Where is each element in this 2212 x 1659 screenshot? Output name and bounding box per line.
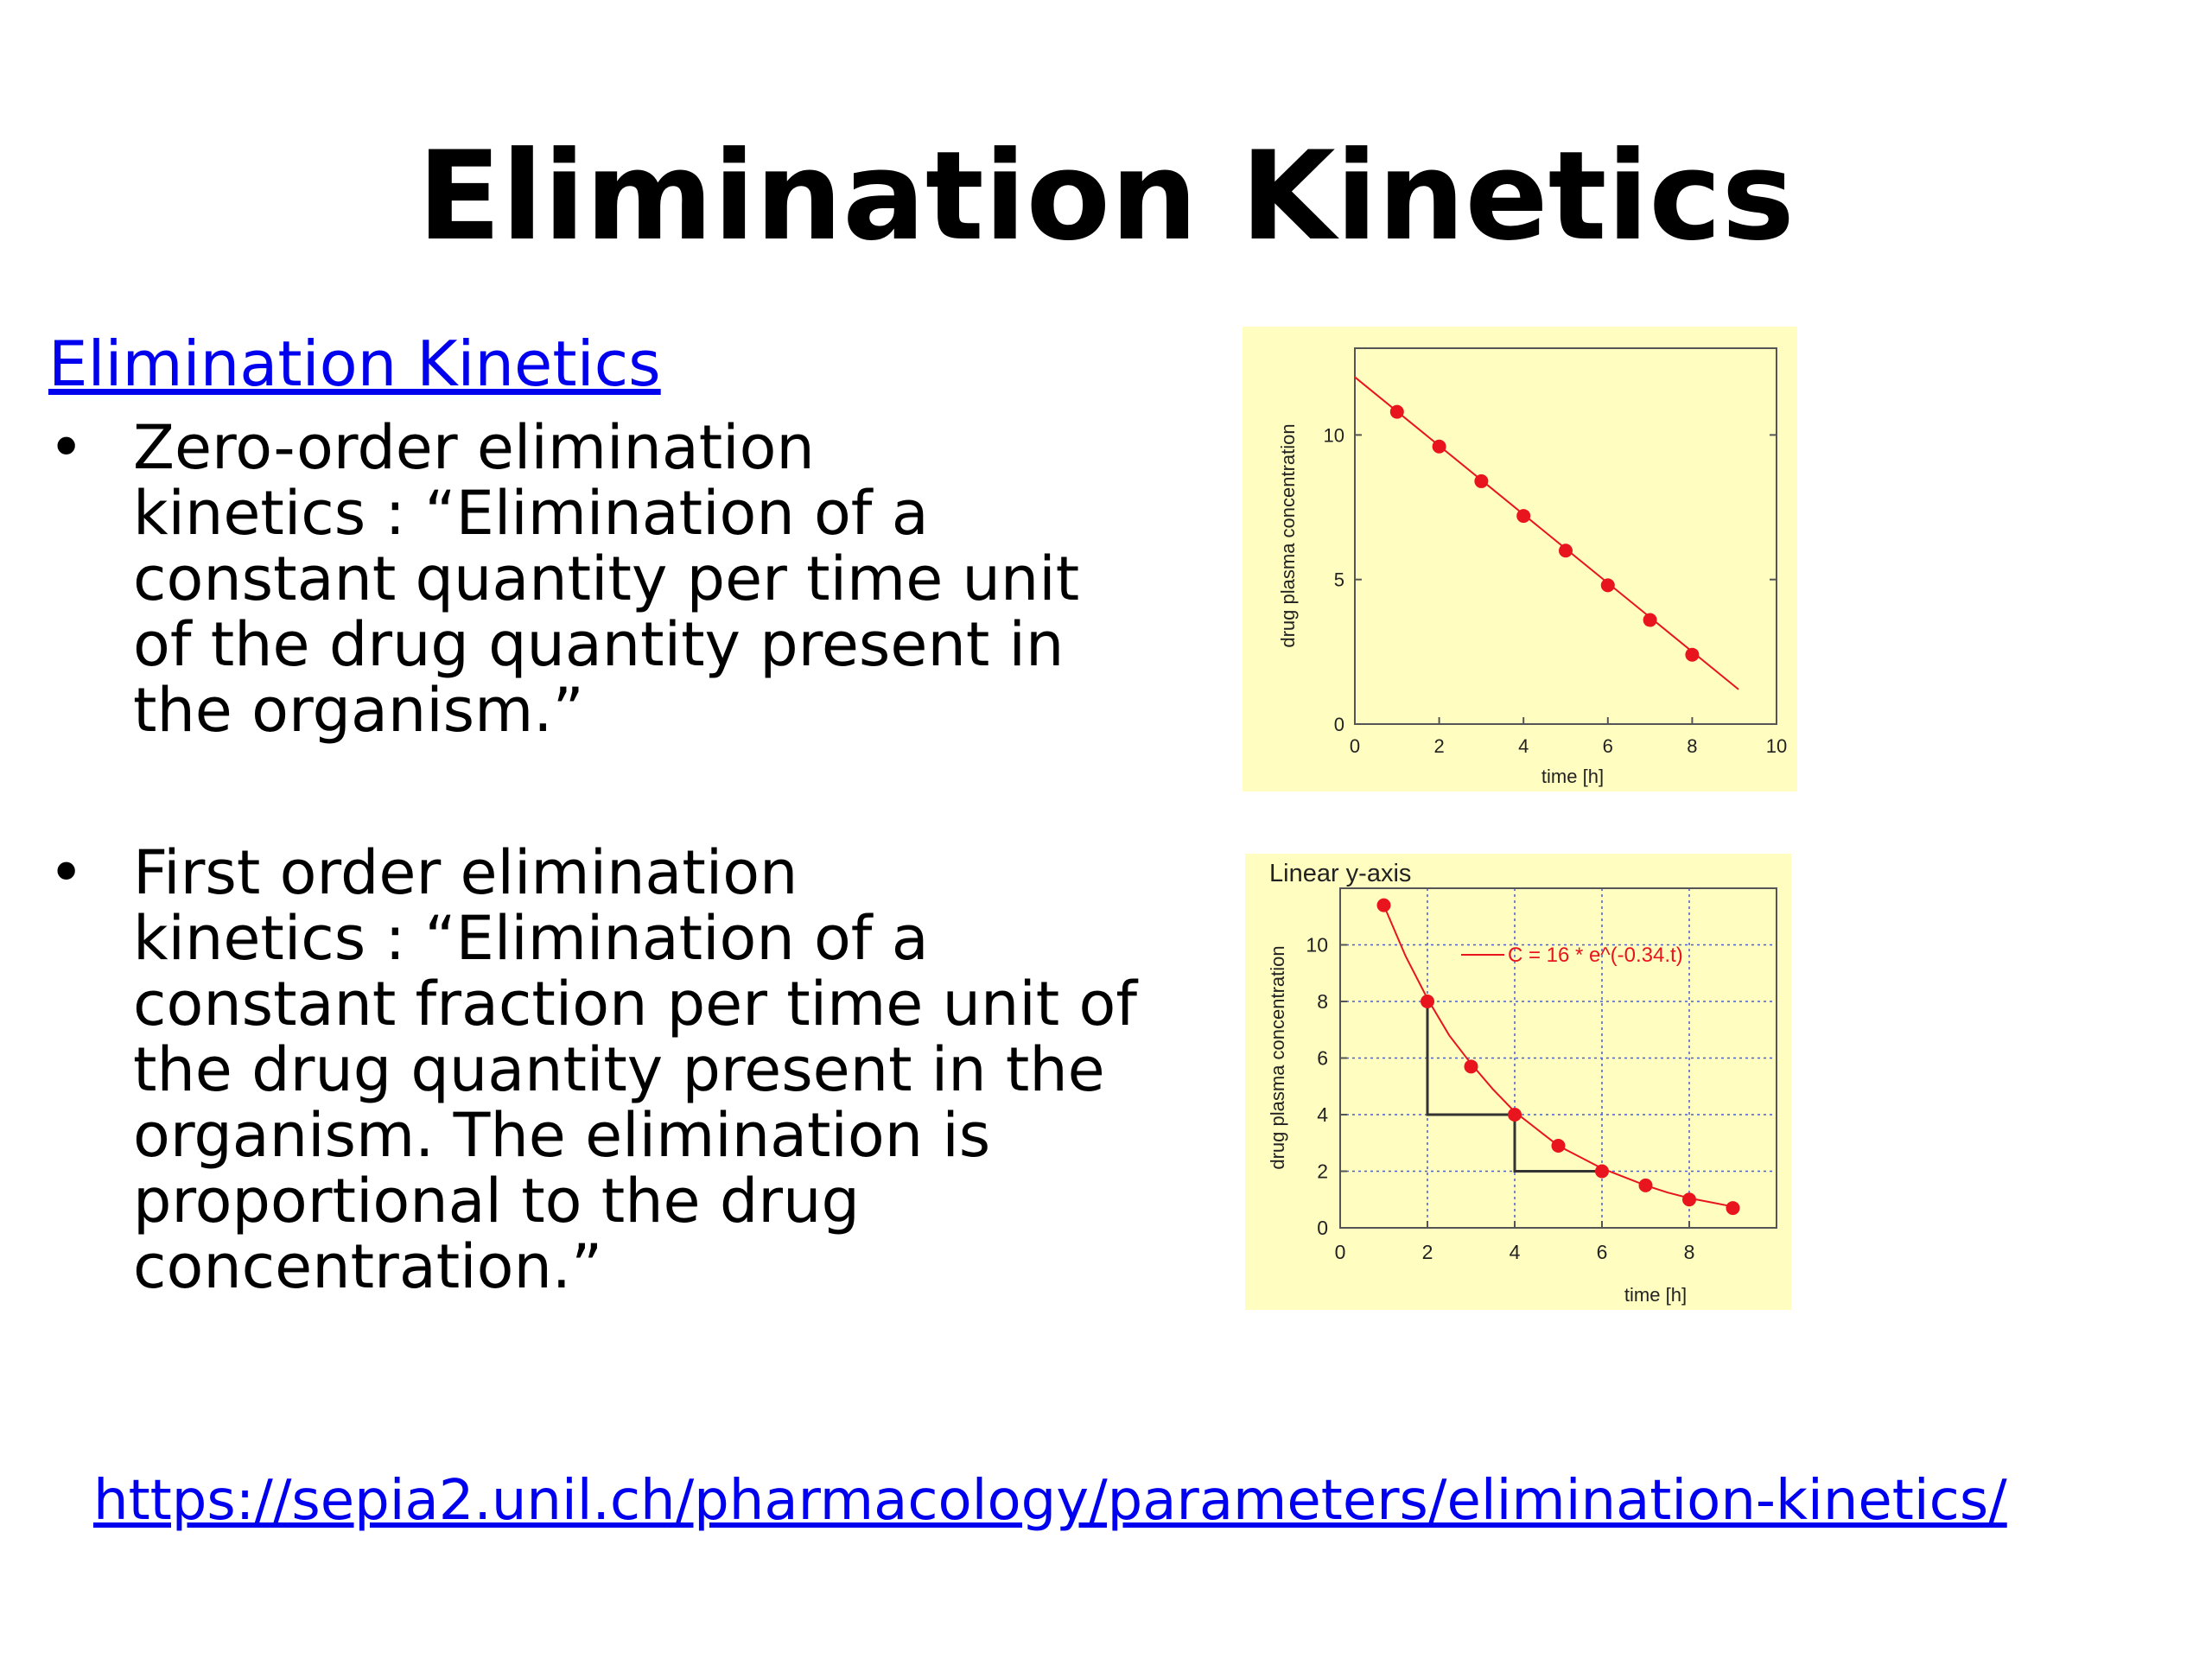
bullet-text: Zero-order elimination kinetics : “Elimi… <box>133 412 1080 746</box>
y-tick-label: 6 <box>1317 1047 1328 1070</box>
data-point <box>1682 1192 1696 1207</box>
x-tick-label: 6 <box>1603 735 1613 757</box>
x-tick-label: 4 <box>1518 735 1529 757</box>
y-tick-label: 2 <box>1317 1160 1328 1183</box>
data-point <box>1516 509 1531 524</box>
first-order-chart-svg: Linear y-axis time [h] drug plasma conce… <box>1267 860 1777 1306</box>
x-tick-label: 8 <box>1684 1241 1695 1263</box>
data-point <box>1508 1108 1522 1122</box>
chart-title: Linear y-axis <box>1269 860 1411 887</box>
y-tick-label: 10 <box>1324 424 1344 446</box>
slide-title: Elimination Kinetics <box>417 125 1795 268</box>
data-point <box>1551 1139 1566 1154</box>
bullet-marker: • <box>48 412 85 483</box>
x-tick-label: 4 <box>1510 1241 1521 1263</box>
bullet-marker: • <box>48 837 85 908</box>
x-tick-label: 2 <box>1433 735 1444 757</box>
first-order-chart: Linear y-axis time [h] drug plasma conce… <box>1245 854 1791 1310</box>
data-point <box>1685 647 1700 662</box>
source-url-link[interactable]: https://sepia2.unil.ch/pharmacology/para… <box>93 1469 2007 1533</box>
step-guide <box>1426 1001 1515 1116</box>
data-point <box>1464 1059 1478 1074</box>
plot-frame <box>1354 347 1777 725</box>
bullet-text: First order elimination kinetics : “Elim… <box>133 837 1137 1302</box>
x-tick-label: 2 <box>1422 1241 1433 1263</box>
data-point <box>1389 404 1404 419</box>
data-point <box>1600 578 1615 593</box>
data-point <box>1376 898 1391 912</box>
x-axis-label: time [h] <box>1624 1284 1687 1306</box>
y-tick-label: 8 <box>1317 990 1328 1013</box>
data-point <box>1643 613 1657 627</box>
x-tick-label: 8 <box>1687 735 1697 757</box>
data-point <box>1559 543 1573 558</box>
y-tick-label: 0 <box>1334 714 1344 735</box>
data-point <box>1432 439 1446 454</box>
series-line <box>1354 376 1739 690</box>
y-tick-label: 10 <box>1306 934 1328 957</box>
zero-order-chart-svg: time [h] drug plasma concentration 0 2 4 6 8… <box>1277 347 1787 787</box>
y-tick-label: 5 <box>1334 569 1344 591</box>
x-tick-label: 0 <box>1335 1241 1346 1263</box>
x-tick-label: 10 <box>1766 735 1787 757</box>
y-axis-label: drug plasma concentration <box>1267 945 1288 1169</box>
data-point <box>1474 474 1489 488</box>
legend-label: C = 16 * e^(-0.34.t) <box>1508 944 1683 967</box>
data-point <box>1638 1178 1653 1192</box>
step-guide <box>1513 1115 1602 1173</box>
data-point <box>1726 1201 1740 1216</box>
elimination-kinetics-link[interactable]: Elimination Kinetics <box>48 327 661 400</box>
zero-order-chart: time [h] drug plasma concentration 0 2 4 6 8… <box>1243 327 1797 791</box>
y-tick-label: 4 <box>1317 1103 1328 1126</box>
y-axis-label: drug plasma concentration <box>1277 423 1299 647</box>
x-axis-label: time [h] <box>1541 766 1604 787</box>
data-point <box>1595 1164 1609 1179</box>
x-tick-label: 6 <box>1597 1241 1608 1263</box>
data-point <box>1421 995 1434 1008</box>
x-tick-label: 0 <box>1350 735 1360 757</box>
y-tick-label: 0 <box>1317 1217 1328 1239</box>
